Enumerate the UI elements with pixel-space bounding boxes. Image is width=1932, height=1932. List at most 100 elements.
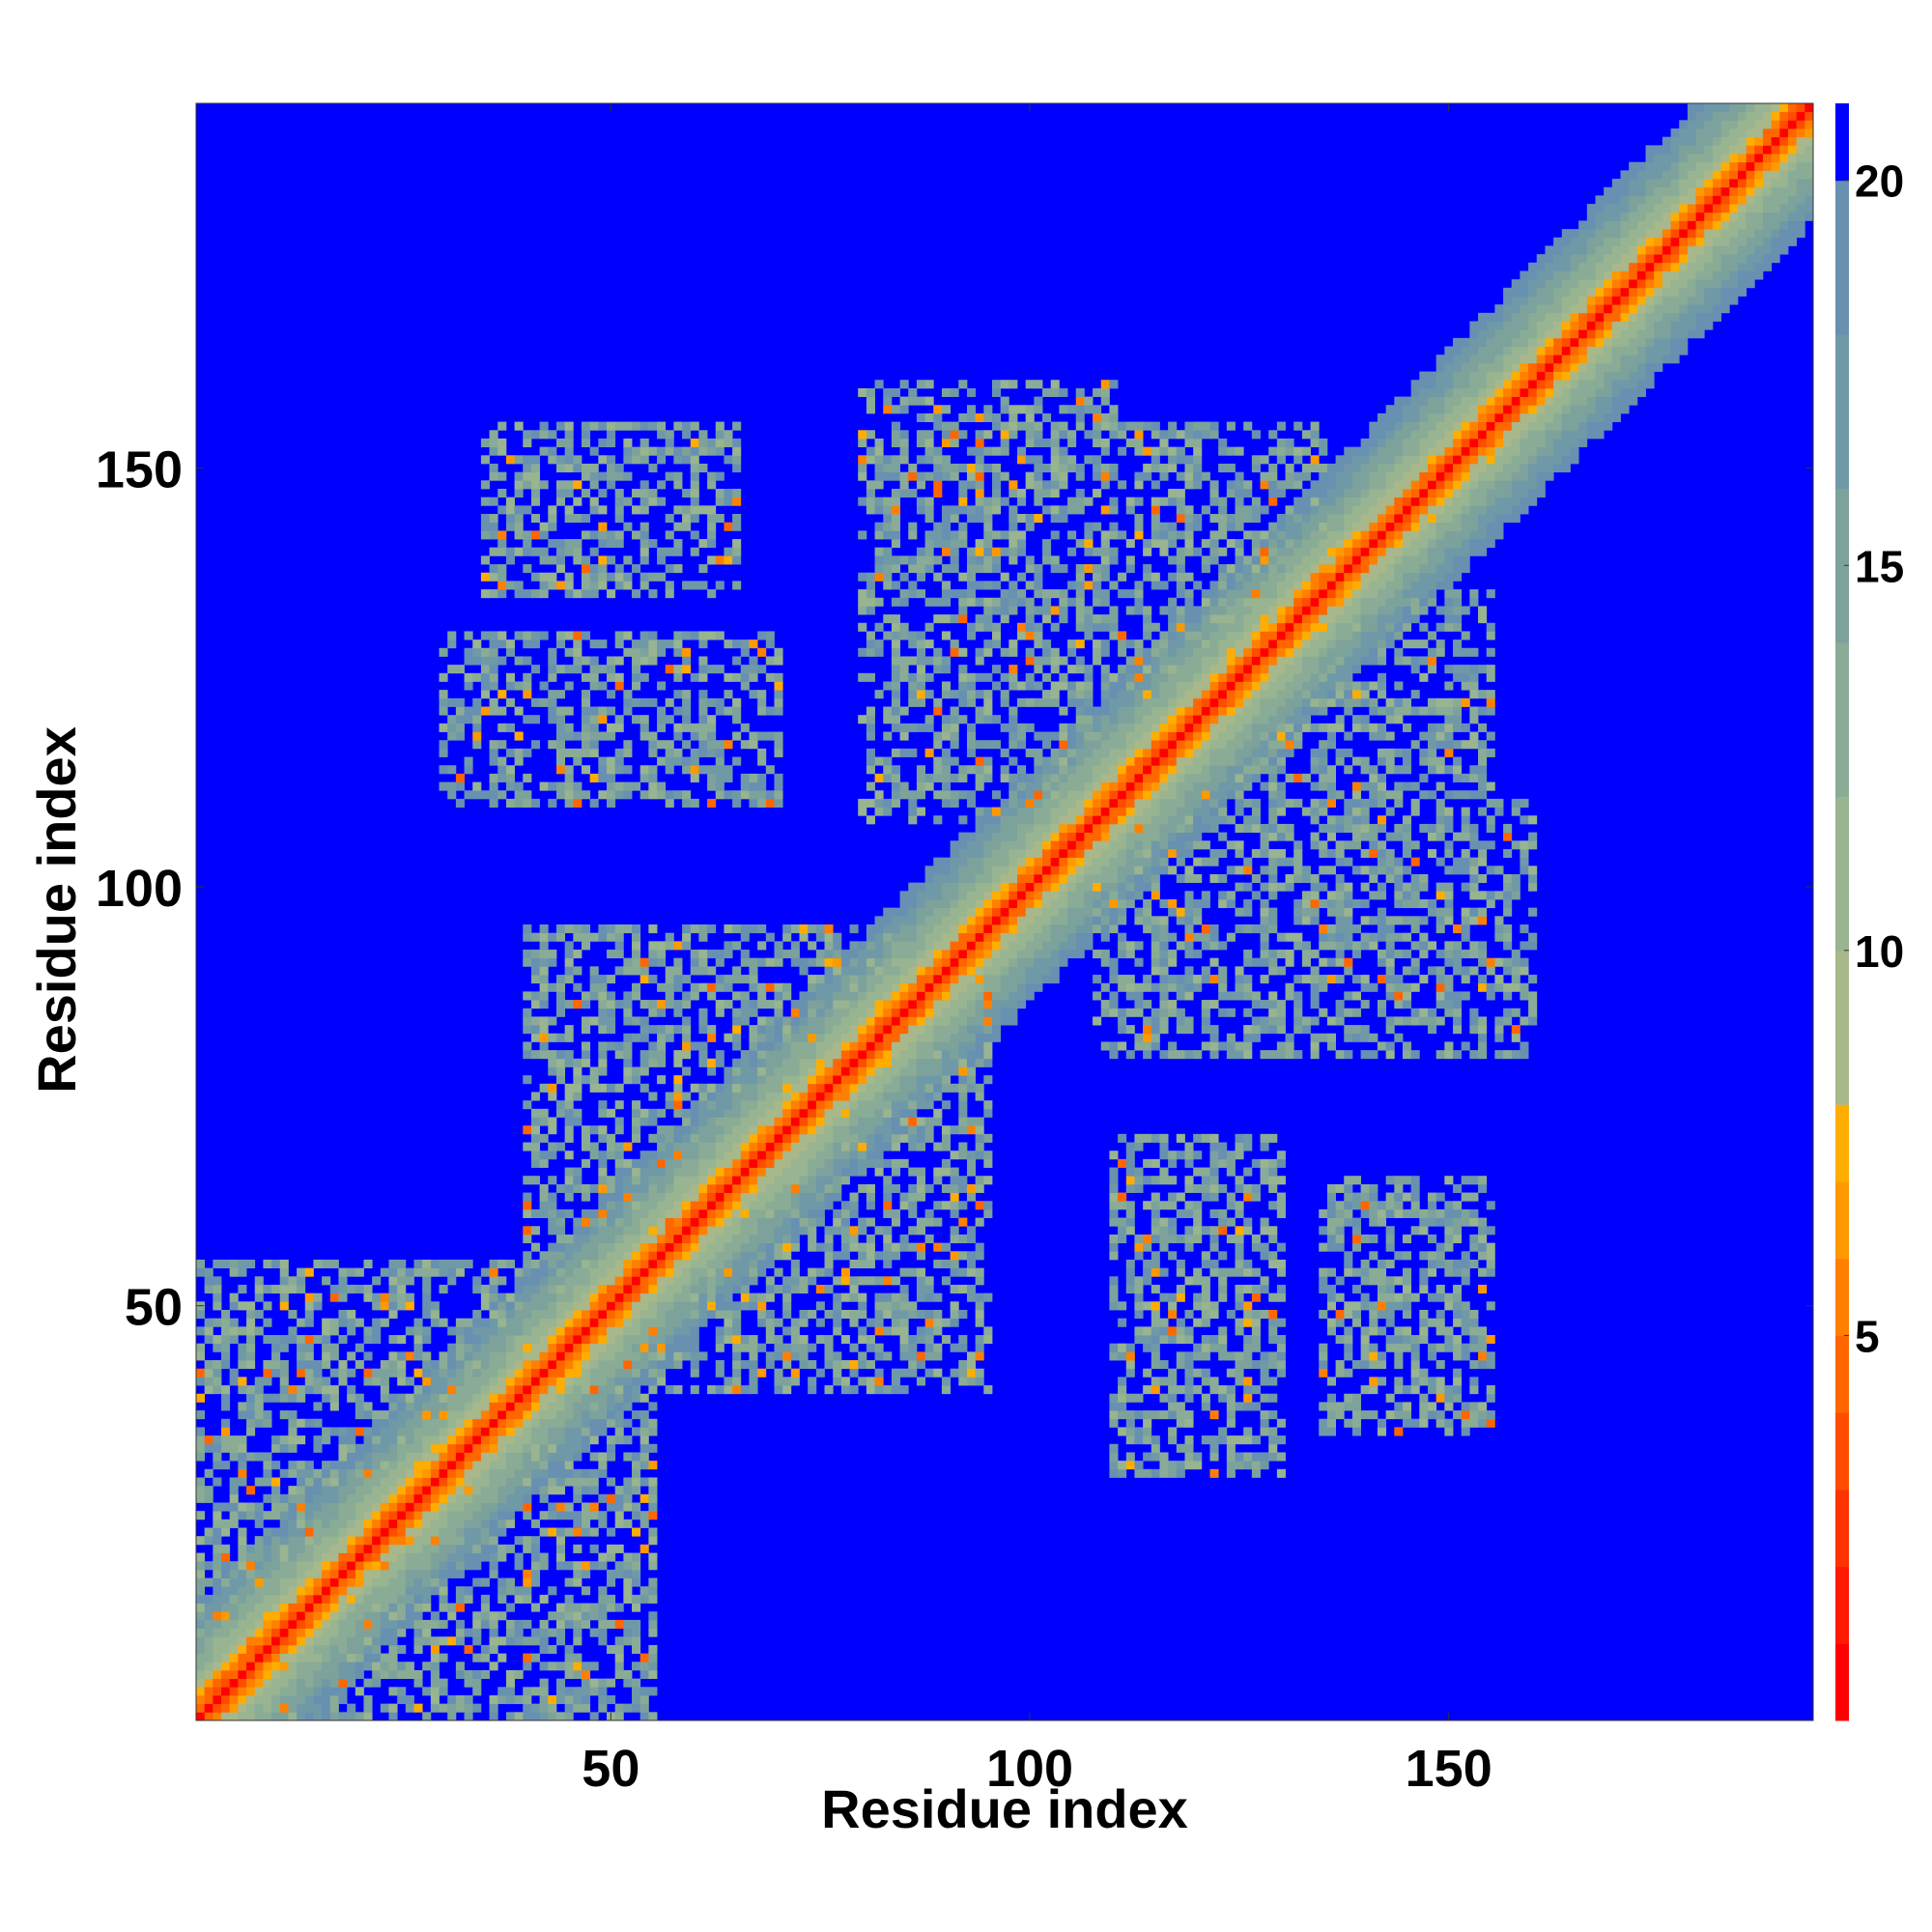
heatmap-cell xyxy=(405,1519,414,1528)
heatmap-cell xyxy=(581,438,591,448)
heatmap-cell xyxy=(715,740,724,750)
heatmap-cell xyxy=(833,1108,842,1118)
heatmap-cell xyxy=(632,1208,641,1218)
heatmap-cell xyxy=(858,1217,867,1227)
heatmap-cell xyxy=(555,706,566,716)
heatmap-cell xyxy=(388,1335,398,1345)
heatmap-cell xyxy=(632,991,641,1001)
heatmap-cell xyxy=(304,1301,314,1311)
heatmap-cell xyxy=(899,1025,909,1035)
heatmap-cell xyxy=(749,975,758,984)
heatmap-cell xyxy=(682,1151,692,1160)
heatmap-cell xyxy=(632,564,641,574)
heatmap-cell xyxy=(581,790,591,800)
heatmap-cell xyxy=(614,1669,624,1680)
heatmap-cell xyxy=(489,665,498,674)
heatmap-cell xyxy=(347,1653,356,1662)
heatmap-cell xyxy=(388,1586,398,1596)
heatmap-cell xyxy=(673,1309,683,1320)
heatmap-cell xyxy=(338,1360,348,1370)
heatmap-cell xyxy=(589,581,599,590)
heatmap-cell xyxy=(213,1368,222,1378)
heatmap-cell xyxy=(564,1703,574,1713)
heatmap-cell xyxy=(589,1427,599,1436)
heatmap-cell xyxy=(774,1100,783,1110)
heatmap-cell xyxy=(657,1125,667,1135)
heatmap-cell xyxy=(657,1108,667,1118)
heatmap-cell xyxy=(464,1519,473,1528)
heatmap-cell xyxy=(874,975,884,984)
heatmap-cell xyxy=(363,1443,373,1453)
heatmap-cell xyxy=(698,446,708,456)
heatmap-cell xyxy=(238,1586,247,1596)
heatmap-cell xyxy=(505,1544,515,1553)
heatmap-cell xyxy=(229,1644,239,1655)
heatmap-cell xyxy=(858,1016,867,1026)
heatmap-cell xyxy=(523,430,532,440)
heatmap-cell xyxy=(866,1201,875,1210)
heatmap-cell xyxy=(866,1335,875,1345)
heatmap-cell xyxy=(539,1284,549,1294)
heatmap-cell xyxy=(238,1511,247,1520)
heatmap-cell xyxy=(514,1343,524,1352)
heatmap-cell xyxy=(213,1360,222,1370)
heatmap-cell xyxy=(858,647,867,657)
heatmap-cell xyxy=(833,950,842,959)
heatmap-cell xyxy=(673,966,683,976)
heatmap-cell xyxy=(388,1410,398,1420)
heatmap-cell xyxy=(908,1351,918,1361)
heatmap-cell xyxy=(698,1208,708,1218)
heatmap-cell xyxy=(480,1653,490,1662)
heatmap-cell xyxy=(523,656,532,666)
heatmap-cell xyxy=(530,1108,541,1118)
heatmap-cell xyxy=(724,941,733,951)
heatmap-cell xyxy=(715,773,724,782)
heatmap-cell xyxy=(439,1594,448,1604)
heatmap-cell xyxy=(707,555,717,565)
heatmap-cell xyxy=(338,1511,348,1520)
heatmap-cell xyxy=(246,1360,256,1370)
heatmap-cell xyxy=(648,740,658,750)
heatmap-cell xyxy=(874,1058,884,1067)
heatmap-cell xyxy=(698,656,708,666)
heatmap-cell xyxy=(891,975,900,984)
heatmap-cell xyxy=(774,1066,783,1076)
heatmap-cell xyxy=(899,438,909,448)
heatmap-cell xyxy=(472,1360,482,1370)
heatmap-cell xyxy=(439,1410,448,1420)
heatmap-cell xyxy=(690,991,699,1001)
heatmap-cell xyxy=(866,387,875,397)
heatmap-cell xyxy=(530,1000,541,1009)
heatmap-cell xyxy=(548,446,557,456)
heatmap-cell xyxy=(690,773,699,782)
heatmap-cell xyxy=(648,1167,658,1177)
heatmap-cell xyxy=(639,488,649,498)
heatmap-cell xyxy=(883,1226,893,1236)
heatmap-cell xyxy=(899,1083,909,1093)
heatmap-cell xyxy=(724,1326,733,1336)
heatmap-cell xyxy=(271,1569,281,1578)
heatmap-cell xyxy=(573,1477,582,1487)
heatmap-cell xyxy=(840,1309,850,1320)
heatmap-cell xyxy=(313,1418,323,1428)
heatmap-cell xyxy=(196,1561,206,1571)
heatmap-cell xyxy=(883,631,893,640)
heatmap-cell xyxy=(539,555,549,565)
heatmap-cell xyxy=(740,924,750,934)
heatmap-cell xyxy=(573,1351,582,1361)
heatmap-cell xyxy=(874,1041,884,1051)
heatmap-cell xyxy=(724,924,733,934)
heatmap-cell xyxy=(564,1000,574,1009)
heatmap-cell xyxy=(632,656,641,666)
heatmap-cell xyxy=(539,1561,549,1571)
heatmap-cell xyxy=(288,1678,298,1688)
heatmap-cell xyxy=(564,681,574,691)
heatmap-cell xyxy=(673,706,683,716)
heatmap-cell xyxy=(623,438,633,448)
heatmap-cell xyxy=(271,1703,281,1713)
heatmap-cell xyxy=(623,1377,633,1386)
heatmap-cell xyxy=(765,1025,775,1035)
heatmap-cell xyxy=(598,1058,608,1067)
heatmap-cell xyxy=(833,1050,842,1060)
heatmap-cell xyxy=(815,932,825,942)
